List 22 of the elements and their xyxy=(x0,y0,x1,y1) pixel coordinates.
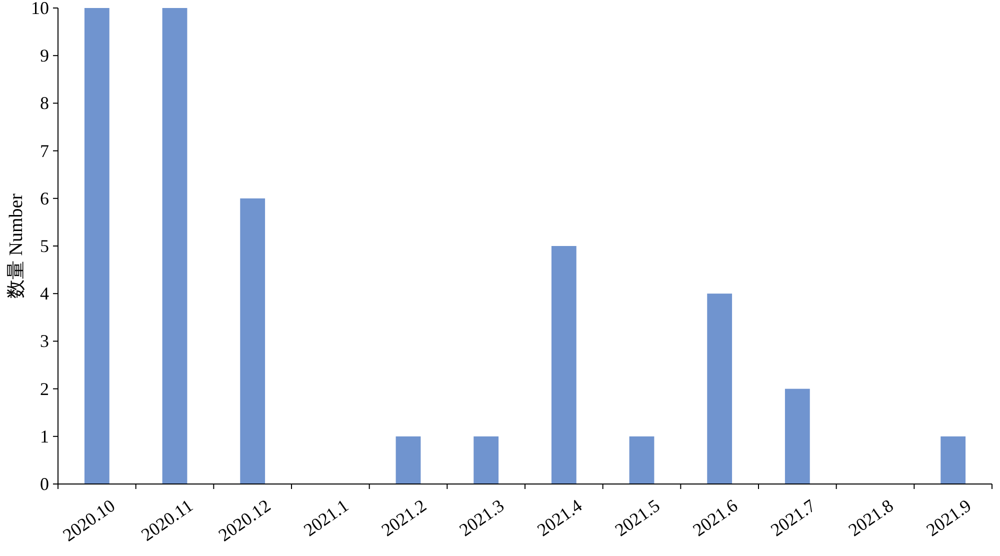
y-tick-label: 10 xyxy=(31,0,49,18)
bar xyxy=(784,388,810,484)
bar xyxy=(84,8,110,484)
bar xyxy=(474,436,499,484)
y-tick-label: 5 xyxy=(40,236,49,256)
y-tick-label: 2 xyxy=(40,378,49,399)
y-tick-label: 8 xyxy=(40,93,49,114)
y-tick-label: 9 xyxy=(40,46,49,66)
y-tick-label: 3 xyxy=(40,331,49,352)
bar xyxy=(162,8,188,484)
bar xyxy=(396,436,421,484)
y-axis-title: 数量 Number xyxy=(6,192,27,299)
y-tick-label: 6 xyxy=(40,188,49,208)
bar xyxy=(240,198,266,484)
bar xyxy=(940,436,966,484)
bar xyxy=(551,246,576,484)
bar xyxy=(707,294,732,484)
y-tick-label: 4 xyxy=(40,284,49,304)
bar xyxy=(629,436,654,484)
y-tick-label: 7 xyxy=(40,140,49,161)
y-tick-label: 1 xyxy=(40,426,49,446)
y-tick-label: 0 xyxy=(40,474,49,494)
